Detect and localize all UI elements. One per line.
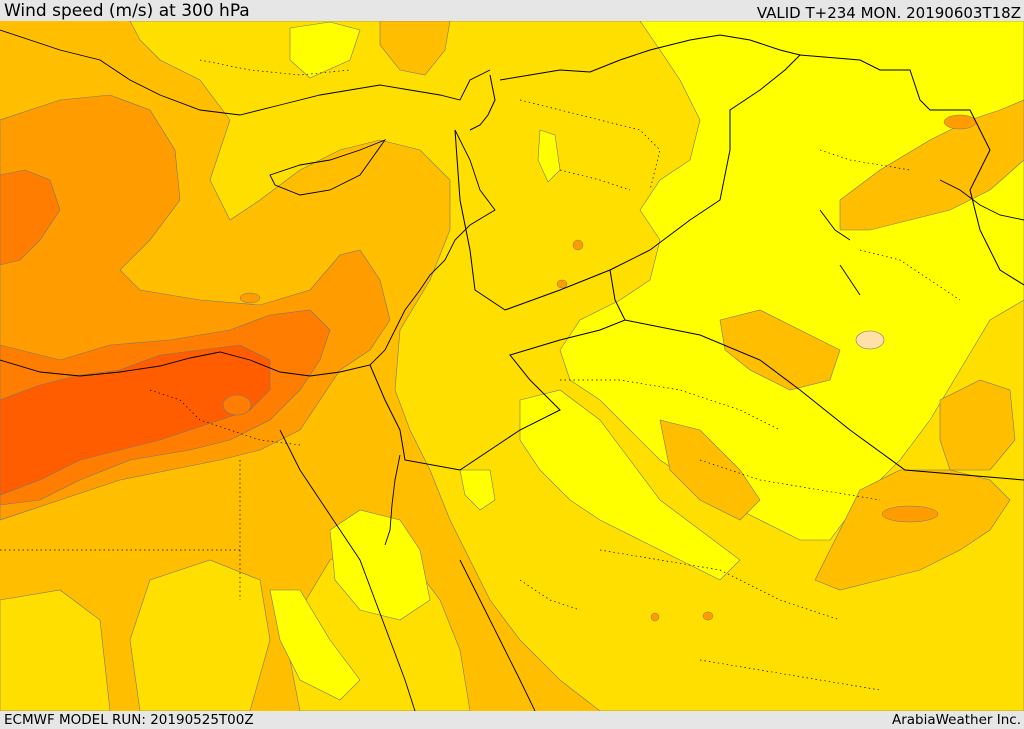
dotted-boundaries xyxy=(0,59,961,691)
small-spots xyxy=(239,114,977,622)
valid-time: VALID T+234 MON. 20190603T18Z xyxy=(756,4,1021,22)
very-light-spot xyxy=(855,330,885,350)
yellow-zones xyxy=(269,21,1024,701)
gold-patches xyxy=(379,21,1024,591)
borders xyxy=(369,34,1024,481)
map-title: Wind speed (m/s) at 300 hPa xyxy=(4,1,250,21)
small-red-spot xyxy=(222,394,252,416)
map-footer: ECMWF MODEL RUN: 20190525T00Z ArabiaWeat… xyxy=(0,711,1024,729)
wind-speed-map xyxy=(0,21,1024,711)
model-run: ECMWF MODEL RUN: 20190525T00Z xyxy=(4,712,254,728)
map-header: Wind speed (m/s) at 300 hPa VALID T+234 … xyxy=(0,0,1024,22)
red-orange-zone xyxy=(0,344,271,496)
credit: ArabiaWeather Inc. xyxy=(891,712,1021,728)
coastlines xyxy=(0,29,1024,711)
